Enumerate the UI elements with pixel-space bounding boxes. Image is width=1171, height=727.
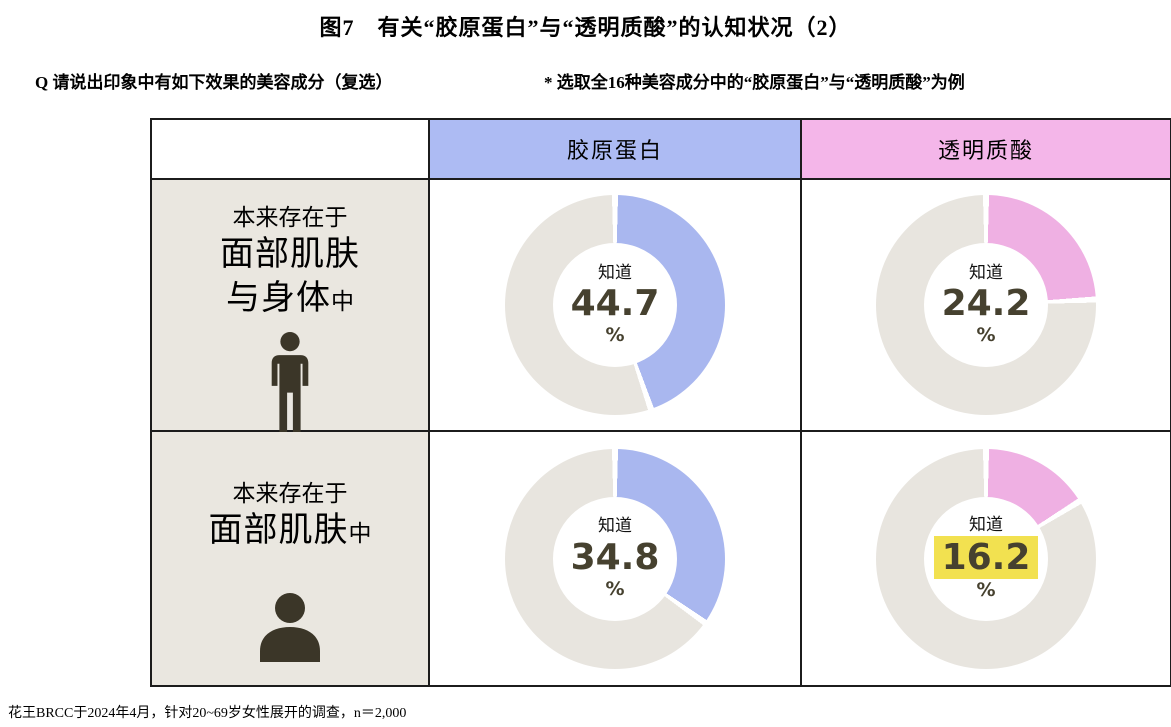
donut-chart-collagen-body: 知道 44.7 % — [505, 195, 725, 415]
column-header-hyaluronic: 透明质酸 — [802, 120, 1170, 180]
donut-cell-hyaluronic-body: 知道 24.2 % — [802, 180, 1170, 432]
donut-unit: % — [976, 578, 996, 601]
selection-note: * 选取全16种美容成分中的“胶原蛋白”与“透明质酸”为例 — [544, 73, 965, 92]
donut-center: 知道 34.8 % — [553, 496, 677, 621]
donut-center: 知道 44.7 % — [553, 243, 677, 367]
donut-unit: % — [605, 324, 625, 347]
row-header-line: 面部肌肤中 — [208, 512, 372, 550]
row-header-face-and-body: 本来存在于 面部肌肤 与身体中 — [152, 180, 430, 436]
comparison-table: 胶原蛋白 透明质酸 本来存在于 面部肌肤 与身体中 知道 44.7 % — [150, 118, 1171, 687]
donut-unit: % — [976, 324, 996, 347]
person-bust-icon — [250, 591, 330, 663]
column-header-label: 透明质酸 — [937, 138, 1034, 163]
source-footnote: 花王BRCC于2024年4月，针对20~69岁女性展开的调查，n＝2,000 — [8, 706, 407, 721]
donut-center: 知道 24.2 % — [924, 243, 1048, 367]
donut-chart-hyaluronic-face: 知道 16.2 % — [876, 448, 1096, 669]
donut-cell-collagen-face: 知道 34.8 % — [430, 432, 802, 685]
row-header-line: 本来存在于 — [232, 205, 348, 230]
column-header-label: 胶原蛋白 — [566, 138, 663, 163]
donut-chart-hyaluronic-body: 知道 24.2 % — [876, 195, 1096, 415]
row-header-line: 本来存在于 — [232, 481, 348, 506]
row-header-line: 与身体中 — [226, 280, 354, 318]
column-header-collagen: 胶原蛋白 — [430, 120, 802, 180]
donut-center-label: 知道 — [969, 262, 1003, 282]
page-title: 图7 有关“胶原蛋白”与“透明质酸”的认知状况（2） — [319, 15, 852, 40]
donut-center-label: 知道 — [598, 516, 632, 536]
donut-center-label: 知道 — [969, 515, 1003, 535]
donut-center: 知道 16.2 % — [924, 496, 1048, 621]
donut-center-label: 知道 — [598, 262, 632, 282]
person-standing-icon — [261, 331, 319, 437]
donut-value: 16.2 — [933, 535, 1039, 579]
question-note: Q 请说出印象中有如下效果的美容成分（复选） — [35, 73, 393, 92]
donut-value: 34.8 — [570, 536, 660, 578]
table-corner-cell — [152, 120, 430, 180]
donut-chart-collagen-face: 知道 34.8 % — [505, 448, 725, 669]
donut-value: 24.2 — [941, 283, 1031, 325]
row-header-face-only: 本来存在于 面部肌肤中 — [152, 432, 430, 685]
donut-cell-collagen-body: 知道 44.7 % — [430, 180, 802, 432]
donut-unit: % — [605, 577, 625, 600]
donut-value: 44.7 — [570, 283, 660, 325]
row-header-line: 面部肌肤 — [220, 236, 360, 274]
donut-cell-hyaluronic-face: 知道 16.2 % — [802, 432, 1170, 685]
